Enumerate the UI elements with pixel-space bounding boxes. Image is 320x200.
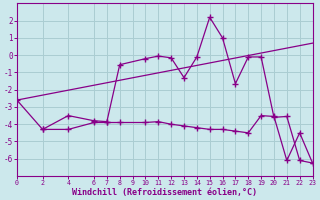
X-axis label: Windchill (Refroidissement éolien,°C): Windchill (Refroidissement éolien,°C) [72,188,257,197]
